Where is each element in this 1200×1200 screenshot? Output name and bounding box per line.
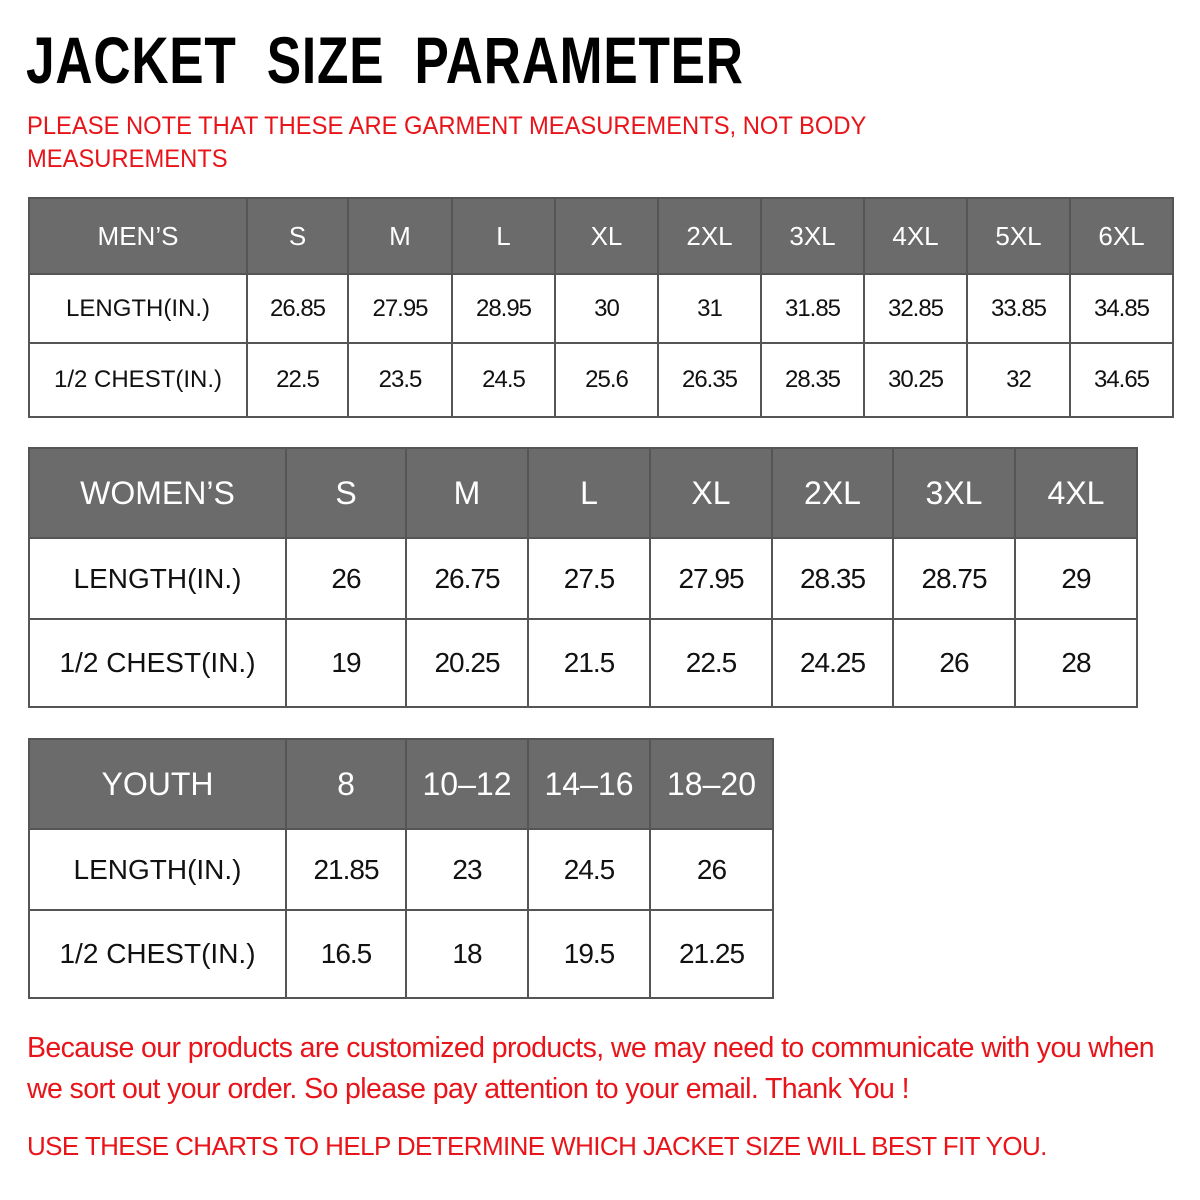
category-header: MEN’S xyxy=(28,197,248,275)
womens-size-table: WOMEN’S S M L XL 2XL 3XL 4XL LENGTH(IN.) 26 26.75 2… xyxy=(28,447,1138,708)
measurement-value: 28.35 xyxy=(771,537,894,620)
size-header: 8 xyxy=(285,738,407,830)
measurement-value: 24.5 xyxy=(451,342,556,418)
measurement-value: 33.85 xyxy=(966,273,1071,344)
measurement-value: 31 xyxy=(657,273,762,344)
youth-size-table: YOUTH 8 10–12 14–16 18–20 LENGTH(IN.) 21.85 23 2… xyxy=(28,738,774,999)
measurement-value: 26 xyxy=(285,537,407,620)
table-row: 1/2 CHEST(IN.) 16.5 18 19.5 21.25 xyxy=(28,909,774,999)
measurement-value: 24.5 xyxy=(527,828,651,911)
size-header: 2XL xyxy=(657,197,762,275)
size-header: 5XL xyxy=(966,197,1071,275)
measurement-label: 1/2 CHEST(IN.) xyxy=(28,618,287,708)
measurement-value: 18 xyxy=(405,909,529,999)
size-header: 10–12 xyxy=(405,738,529,830)
measurement-value: 26.35 xyxy=(657,342,762,418)
measurement-value: 23 xyxy=(405,828,529,911)
size-header: 6XL xyxy=(1069,197,1174,275)
measurement-value: 32 xyxy=(966,342,1071,418)
measurement-value: 19.5 xyxy=(527,909,651,999)
mens-size-table: MEN’S S M L XL 2XL 3XL 4XL 5XL 6XL LENGTH(IN.) 26.8… xyxy=(28,197,1174,418)
table-row: 1/2 CHEST(IN.) 22.5 23.5 24.5 25.6 26.35 28.35… xyxy=(28,342,1174,418)
size-header: M xyxy=(405,447,529,539)
table-row: LENGTH(IN.) 21.85 23 24.5 26 xyxy=(28,828,774,911)
category-header: YOUTH xyxy=(28,738,287,830)
measurement-value: 28.35 xyxy=(760,342,865,418)
measurement-value: 21.5 xyxy=(527,618,651,708)
header-row: YOUTH 8 10–12 14–16 18–20 xyxy=(28,738,774,830)
measurement-label: 1/2 CHEST(IN.) xyxy=(28,342,248,418)
table-row: LENGTH(IN.) 26.85 27.95 28.95 30 31 31.85 32.85… xyxy=(28,273,1174,344)
size-header: S xyxy=(246,197,349,275)
category-header: WOMEN’S xyxy=(28,447,287,539)
size-header: 2XL xyxy=(771,447,894,539)
customization-message: Because our products are customized prod… xyxy=(27,1032,1155,1105)
measurement-value: 31.85 xyxy=(760,273,865,344)
measurement-label: LENGTH(IN.) xyxy=(28,537,287,620)
size-header: L xyxy=(527,447,651,539)
table-row: 1/2 CHEST(IN.) 19 20.25 21.5 22.5 24.25 26 28 xyxy=(28,618,1138,708)
size-header: M xyxy=(347,197,453,275)
measurement-label: 1/2 CHEST(IN.) xyxy=(28,909,287,999)
measurement-value: 20.25 xyxy=(405,618,529,708)
size-header: XL xyxy=(649,447,773,539)
header-row: MEN’S S M L XL 2XL 3XL 4XL 5XL 6XL xyxy=(28,197,1174,275)
measurement-value: 28.95 xyxy=(451,273,556,344)
measurement-value: 24.25 xyxy=(771,618,894,708)
size-header: S xyxy=(285,447,407,539)
size-header: 3XL xyxy=(892,447,1016,539)
size-header: 4XL xyxy=(1014,447,1138,539)
size-header: 14–16 xyxy=(527,738,651,830)
measurement-value: 26 xyxy=(649,828,774,911)
measurement-value: 26 xyxy=(892,618,1016,708)
measurement-value: 27.5 xyxy=(527,537,651,620)
measurement-label: LENGTH(IN.) xyxy=(28,273,248,344)
measurement-value: 34.65 xyxy=(1069,342,1174,418)
measurement-value: 16.5 xyxy=(285,909,407,999)
measurement-value: 29 xyxy=(1014,537,1138,620)
measurement-value: 26.85 xyxy=(246,273,349,344)
measurement-value: 22.5 xyxy=(649,618,773,708)
measurement-value: 34.85 xyxy=(1069,273,1174,344)
measurement-value: 28.75 xyxy=(892,537,1016,620)
measurement-value: 26.75 xyxy=(405,537,529,620)
size-header: L xyxy=(451,197,556,275)
measurement-value: 27.95 xyxy=(347,273,453,344)
measurement-value: 21.25 xyxy=(649,909,774,999)
header-row: WOMEN’S S M L XL 2XL 3XL 4XL xyxy=(28,447,1138,539)
size-header: 4XL xyxy=(863,197,968,275)
fit-advice: USE THESE CHARTS TO HELP DETERMINE WHICH… xyxy=(27,1131,1047,1161)
measurement-value: 27.95 xyxy=(649,537,773,620)
size-header: 3XL xyxy=(760,197,865,275)
measurement-note: PLEASE NOTE THAT THESE ARE GARMENT MEASU… xyxy=(27,112,866,173)
measurement-label: LENGTH(IN.) xyxy=(28,828,287,911)
measurement-value: 30.25 xyxy=(863,342,968,418)
measurement-value: 25.6 xyxy=(554,342,659,418)
size-header: XL xyxy=(554,197,659,275)
table-row: LENGTH(IN.) 26 26.75 27.5 27.95 28.35 28.75 29 xyxy=(28,537,1138,620)
measurement-value: 23.5 xyxy=(347,342,453,418)
size-header: 18–20 xyxy=(649,738,774,830)
measurement-value: 19 xyxy=(285,618,407,708)
measurement-value: 30 xyxy=(554,273,659,344)
measurement-value: 32.85 xyxy=(863,273,968,344)
measurement-value: 22.5 xyxy=(246,342,349,418)
page-title: JACKET SIZE PARAMETER xyxy=(26,23,744,97)
measurement-value: 21.85 xyxy=(285,828,407,911)
measurement-value: 28 xyxy=(1014,618,1138,708)
